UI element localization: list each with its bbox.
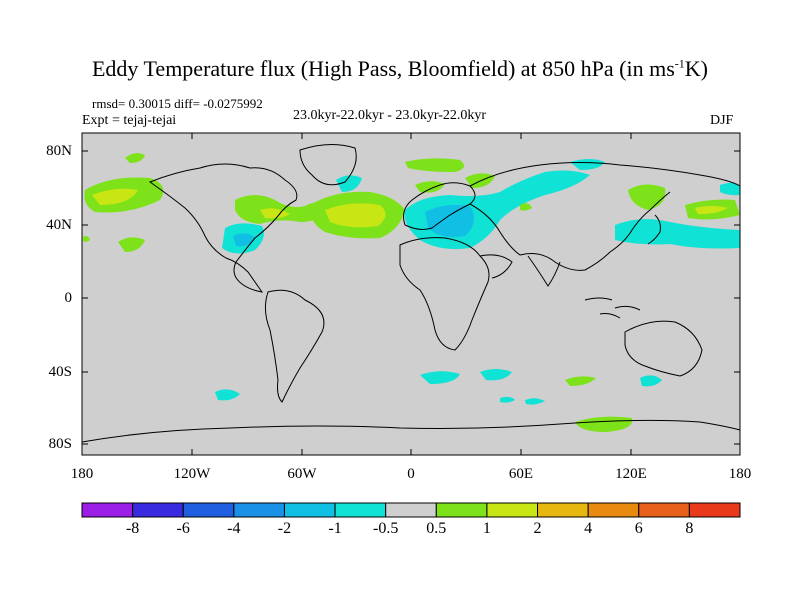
title-text: Eddy Temperature flux (High Pass, Bloomf…: [91, 56, 675, 81]
axis-ticks: [82, 133, 740, 455]
contour-negative: [570, 159, 605, 170]
contour-positive-high: [325, 203, 386, 228]
colorbar-box: [537, 502, 589, 518]
contour-positive: [235, 195, 330, 224]
japan-coast: [647, 214, 661, 245]
contour-positive-high: [695, 206, 728, 215]
colorbar-tick-label: 4: [584, 520, 593, 537]
colorbar-box: [233, 502, 285, 518]
indonesia-coast: [584, 297, 641, 319]
colorbar-tick-label: 0.5: [426, 520, 447, 537]
season-label: DJF: [710, 113, 734, 128]
colorbar-tick-label: 6: [634, 520, 643, 537]
africa-coast: [399, 237, 490, 351]
map-background: [82, 133, 740, 455]
contour-positive: [83, 236, 90, 242]
lon-tick-120w: 120W: [173, 466, 211, 482]
period-label: 23.0kyr-22.0kyr - 23.0kyr-22.0kyr: [293, 108, 487, 123]
coastlines: [81, 144, 741, 443]
lon-tick-180w: 180: [70, 466, 94, 482]
colorbar-box: [587, 502, 640, 518]
north-america-coast: [148, 163, 298, 293]
contour-positive: [415, 181, 445, 193]
contour-positive-high: [92, 188, 138, 205]
asia-coast: [469, 162, 741, 271]
colorbar-tick-label: -6: [176, 520, 190, 537]
colorbar: [81, 502, 741, 518]
colorbar-box: [435, 502, 488, 518]
south-asia-coast: [479, 254, 561, 287]
title-superscript: -1: [674, 56, 685, 71]
colorbar-tick-label: -8: [125, 520, 140, 537]
rmsd-label: rmsd= 0.30015 diff= -0.0275992: [92, 96, 263, 111]
lat-tick-40s: 40S: [48, 364, 72, 380]
lon-tick-60w: 60W: [287, 466, 317, 482]
colorbar-tick-label: -0.5: [373, 520, 399, 537]
lon-tick-0: 0: [407, 466, 415, 482]
colorbar-box: [132, 502, 184, 518]
antarctica-coast: [81, 419, 741, 443]
lat-tick-40n: 40N: [46, 217, 72, 233]
lat-tick-80n: 80N: [46, 143, 72, 159]
lon-tick-60e: 60E: [508, 466, 534, 482]
experiment-label: Expt = tejaj-tejai: [82, 113, 177, 128]
lat-tick-80s: 80S: [48, 436, 72, 452]
contour-negative-strong: [425, 204, 474, 237]
greenland-coast: [299, 144, 357, 186]
contour-negative: [420, 371, 460, 384]
contour-negative: [500, 396, 515, 403]
colorbar-box: [81, 502, 134, 518]
contour-positive: [405, 158, 464, 172]
contour-negative: [720, 182, 740, 196]
map-title: Eddy Temperature flux (High Pass, Bloomf…: [0, 56, 800, 82]
colorbar-tick-label: 2: [533, 520, 542, 537]
contour-negative: [640, 375, 662, 387]
colorbar-box: [334, 502, 387, 518]
contour-negative: [215, 389, 240, 401]
colorbar-box: [638, 502, 690, 518]
colorbar-box: [385, 502, 437, 518]
australia-coast: [624, 320, 703, 377]
contour-negative: [480, 369, 512, 381]
south-america-coast: [264, 289, 325, 403]
contour-positive: [118, 237, 145, 252]
title-text-end: K): [684, 56, 708, 81]
colorbar-tick-label: -1: [328, 520, 342, 537]
lon-tick-120e: 120E: [615, 466, 647, 482]
lat-tick-0: 0: [64, 290, 73, 306]
contour-negative: [615, 219, 740, 249]
colorbar-box: [486, 502, 539, 518]
contour-negative: [336, 175, 362, 192]
contour-negative: [525, 398, 545, 405]
europe-coast: [403, 182, 476, 230]
colorbar-tick-label: -2: [277, 520, 292, 537]
contour-positive: [565, 376, 596, 386]
contour-positive: [520, 203, 532, 211]
contour-fills: [83, 153, 740, 432]
colorbar-tick-label: 1: [482, 520, 491, 537]
lon-tick-180e: 180: [728, 466, 752, 482]
colorbar-box: [688, 502, 741, 518]
colorbar-tick-label: -4: [227, 520, 241, 537]
colorbar-tick-label: 8: [685, 520, 694, 537]
contour-positive: [125, 153, 145, 163]
colorbar-box: [182, 502, 235, 518]
colorbar-box: [283, 502, 336, 518]
